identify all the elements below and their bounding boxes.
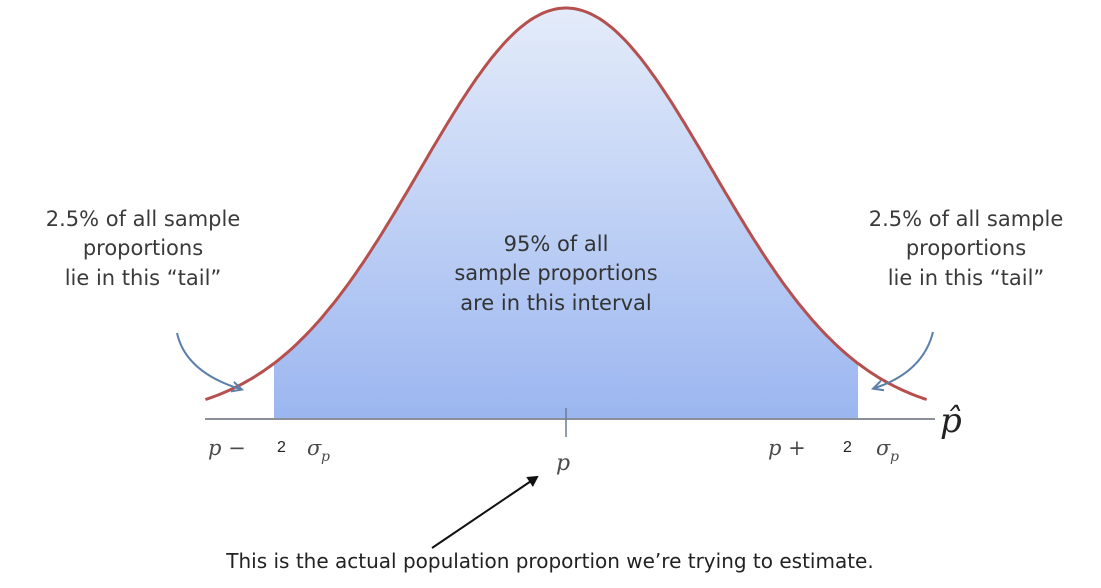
normal-curve <box>204 6 928 401</box>
central-95-percent-region <box>274 8 858 419</box>
left-tail-note: 2.5% of all sample proportions lie in th… <box>18 205 268 293</box>
left-bound-sigma: σ <box>307 436 322 460</box>
caption-pointer-arrow <box>431 475 539 549</box>
left-tail-note-line-1: 2.5% of all sample <box>45 207 241 231</box>
right-tail-note-line-1: 2.5% of all sample <box>868 207 1064 231</box>
left-tail-arrow <box>176 332 240 389</box>
left-bound-sigma-subscript: p <box>321 449 330 465</box>
p-hat-axis-label: p̂ <box>940 401 962 441</box>
center-interval-note: 95% of all sample proportions are in thi… <box>421 230 691 318</box>
right-tail-note-line-3: lie in this “tail” <box>887 265 1045 290</box>
right-tail-arrow <box>875 331 934 388</box>
right-tail-note: 2.5% of all sample proportions lie in th… <box>840 205 1092 293</box>
left-bound-multiplier: 2 <box>277 439 286 456</box>
center-p-label: p <box>556 451 570 476</box>
center-note-line-1: 95% of all <box>503 232 609 256</box>
center-note-line-2: sample proportions <box>454 261 658 286</box>
left-bound-prefix: p − <box>208 436 246 460</box>
left-bound-label: p − 2 σ p <box>208 436 330 465</box>
left-tail-note-line-3: lie in this “tail” <box>64 265 222 290</box>
right-bound-prefix: p + <box>768 436 806 460</box>
right-bound-sigma: σ <box>876 436 891 460</box>
population-proportion-caption: This is the actual population proportion… <box>226 549 874 573</box>
right-bound-sigma-subscript: p <box>890 449 899 465</box>
right-bound-multiplier: 2 <box>843 439 852 456</box>
right-bound-label: p + 2 σ p <box>768 436 899 465</box>
center-note-line-3: are in this interval <box>460 290 652 315</box>
right-tail-note-line-2: proportions <box>905 236 1027 261</box>
left-tail-note-line-2: proportions <box>82 236 204 261</box>
